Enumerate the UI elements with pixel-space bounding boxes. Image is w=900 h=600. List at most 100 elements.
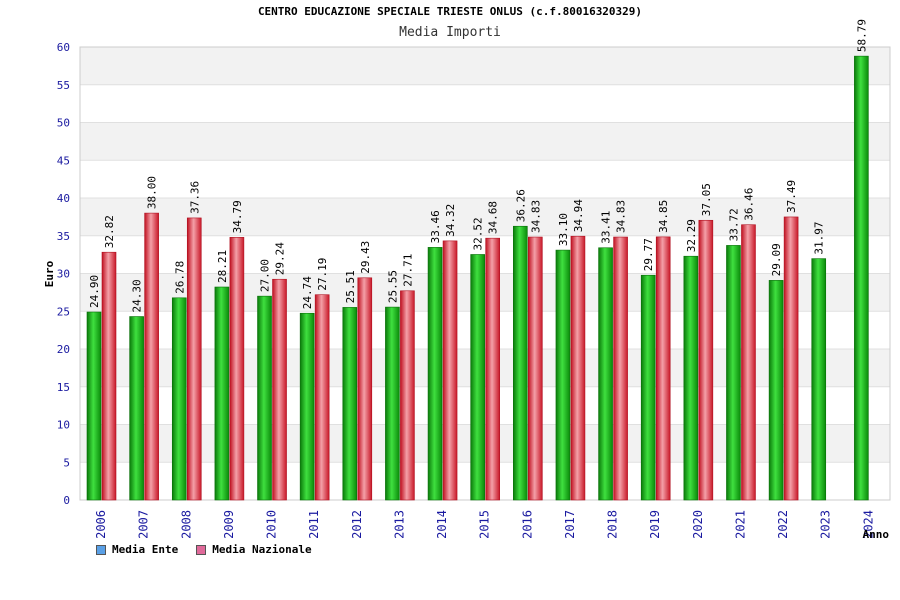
- data-label: 34.83: [615, 200, 628, 233]
- bar-media-ente-2008: [171, 297, 187, 501]
- data-label: 34.79: [231, 200, 244, 233]
- bar-media-ente-2016: [513, 225, 528, 501]
- x-tick-label: 2010: [265, 510, 279, 539]
- y-tick-label: 20: [57, 343, 70, 356]
- legend-swatch-media-nazionale: [196, 544, 207, 555]
- y-tick-label: 0: [63, 494, 70, 507]
- data-label: 32.82: [103, 215, 116, 248]
- bar-media-ente-2009: [214, 286, 230, 501]
- data-label: 27.71: [401, 254, 414, 287]
- bar-media-nazionale-2007: [144, 212, 159, 501]
- bars: [86, 55, 869, 501]
- data-label: 38.00: [146, 176, 159, 209]
- bar-media-ente-2024: [854, 55, 869, 501]
- y-tick-label: 50: [57, 117, 70, 130]
- bar-media-ente-2015: [470, 254, 485, 501]
- bar-media-ente-2019: [640, 274, 656, 501]
- bar-media-ente-2007: [129, 316, 144, 501]
- grid-band: [80, 122, 890, 161]
- bar-media-nazionale-2018: [613, 236, 628, 501]
- x-tick-label: 2017: [563, 510, 577, 539]
- bar-media-ente-2018: [598, 247, 613, 501]
- bar-media-ente-2010: [257, 295, 272, 501]
- bar-media-nazionale-2020: [698, 219, 714, 501]
- legend-label-media-ente: Media Ente: [112, 543, 179, 556]
- y-tick-label: 40: [57, 192, 70, 205]
- y-tick-label: 35: [57, 230, 70, 243]
- data-label: 27.19: [316, 258, 329, 291]
- data-label: 37.49: [785, 180, 798, 213]
- bar-media-nazionale-2010: [272, 278, 287, 501]
- chart-subtitle: Media Importi: [399, 25, 501, 40]
- grid-band: [80, 160, 890, 198]
- x-tick-label: 2008: [179, 510, 193, 539]
- chart-title: CENTRO EDUCAZIONE SPECIALE TRIESTE ONLUS…: [257, 5, 643, 18]
- bar-media-nazionale-2009: [229, 237, 245, 501]
- bar-media-nazionale-2014: [442, 240, 458, 501]
- x-tick-label: 2006: [94, 510, 108, 539]
- legend-item-media-ente: Media Ente: [96, 543, 178, 556]
- legend-item-media-nazionale: Media Nazionale: [196, 543, 312, 556]
- data-label: 34.32: [444, 204, 457, 237]
- data-label: 25.51: [344, 270, 357, 303]
- data-label: 24.90: [88, 275, 101, 308]
- bar-media-ente-2023: [811, 258, 827, 501]
- x-tick-label: 2012: [350, 510, 364, 539]
- y-tick-label: 5: [63, 456, 70, 469]
- y-tick-label: 60: [57, 41, 70, 54]
- data-label: 29.09: [770, 243, 783, 276]
- y-axis: 0 5 10 15 20 25 30 35 40 45 50 55 60 Euro: [43, 41, 70, 507]
- bar-media-nazionale-2008: [186, 217, 202, 501]
- y-tick-label: 55: [57, 79, 70, 92]
- bar-media-ente-2020: [683, 255, 699, 501]
- x-tick-label: 2009: [222, 510, 236, 539]
- data-label: 27.00: [259, 259, 272, 292]
- y-tick-label: 30: [57, 268, 70, 281]
- legend: Media Ente Media Nazionale: [96, 543, 312, 556]
- bar-media-nazionale-2017: [570, 235, 586, 501]
- grid-band: [80, 47, 890, 85]
- y-axis-label: Euro: [43, 260, 56, 287]
- data-label: 34.94: [572, 199, 585, 232]
- y-tick-label: 25: [57, 305, 70, 318]
- data-label: 33.72: [727, 208, 740, 241]
- data-label: 37.05: [700, 183, 713, 216]
- data-label: 26.78: [173, 261, 186, 294]
- bar-media-ente-2021: [726, 245, 741, 501]
- bar-media-nazionale-2006: [101, 251, 117, 501]
- bar-media-ente-2012: [342, 307, 358, 501]
- x-tick-label: 2016: [520, 510, 534, 539]
- x-tick-label: 2020: [691, 510, 705, 539]
- data-label: 34.85: [657, 200, 670, 233]
- legend-label-media-nazionale: Media Nazionale: [212, 543, 312, 556]
- bar-media-ente-2022: [768, 280, 784, 501]
- x-tick-label: 2019: [648, 510, 662, 539]
- x-tick-label: 2007: [137, 510, 151, 539]
- bar-media-nazionale-2016: [528, 236, 543, 501]
- bar-media-ente-2013: [385, 306, 400, 501]
- bar-media-nazionale-2011: [314, 294, 330, 501]
- data-label: 58.79: [855, 19, 868, 52]
- bar-media-nazionale-2012: [357, 277, 373, 501]
- x-tick-label: 2023: [819, 510, 833, 539]
- data-label: 34.83: [529, 200, 542, 233]
- data-label: 29.24: [274, 242, 287, 275]
- bar-media-nazionale-2022: [783, 216, 799, 501]
- data-label: 33.41: [600, 211, 613, 244]
- data-label: 25.55: [386, 270, 399, 303]
- x-tick-label: 2011: [307, 510, 321, 539]
- x-axis-label: Anno: [863, 528, 890, 541]
- data-label: 24.74: [301, 276, 314, 309]
- bar-media-ente-2014: [427, 247, 443, 501]
- x-tick-label: 2022: [776, 510, 790, 539]
- data-label: 36.26: [514, 189, 527, 222]
- data-label: 36.46: [742, 188, 755, 221]
- x-tick-label: 2014: [435, 510, 449, 539]
- data-label: 33.46: [429, 210, 442, 243]
- data-label: 34.68: [487, 201, 500, 234]
- bar-media-nazionale-2015: [485, 237, 500, 501]
- x-tick-label: 2013: [392, 510, 406, 539]
- data-label: 31.97: [813, 222, 826, 255]
- y-tick-label: 10: [57, 419, 70, 432]
